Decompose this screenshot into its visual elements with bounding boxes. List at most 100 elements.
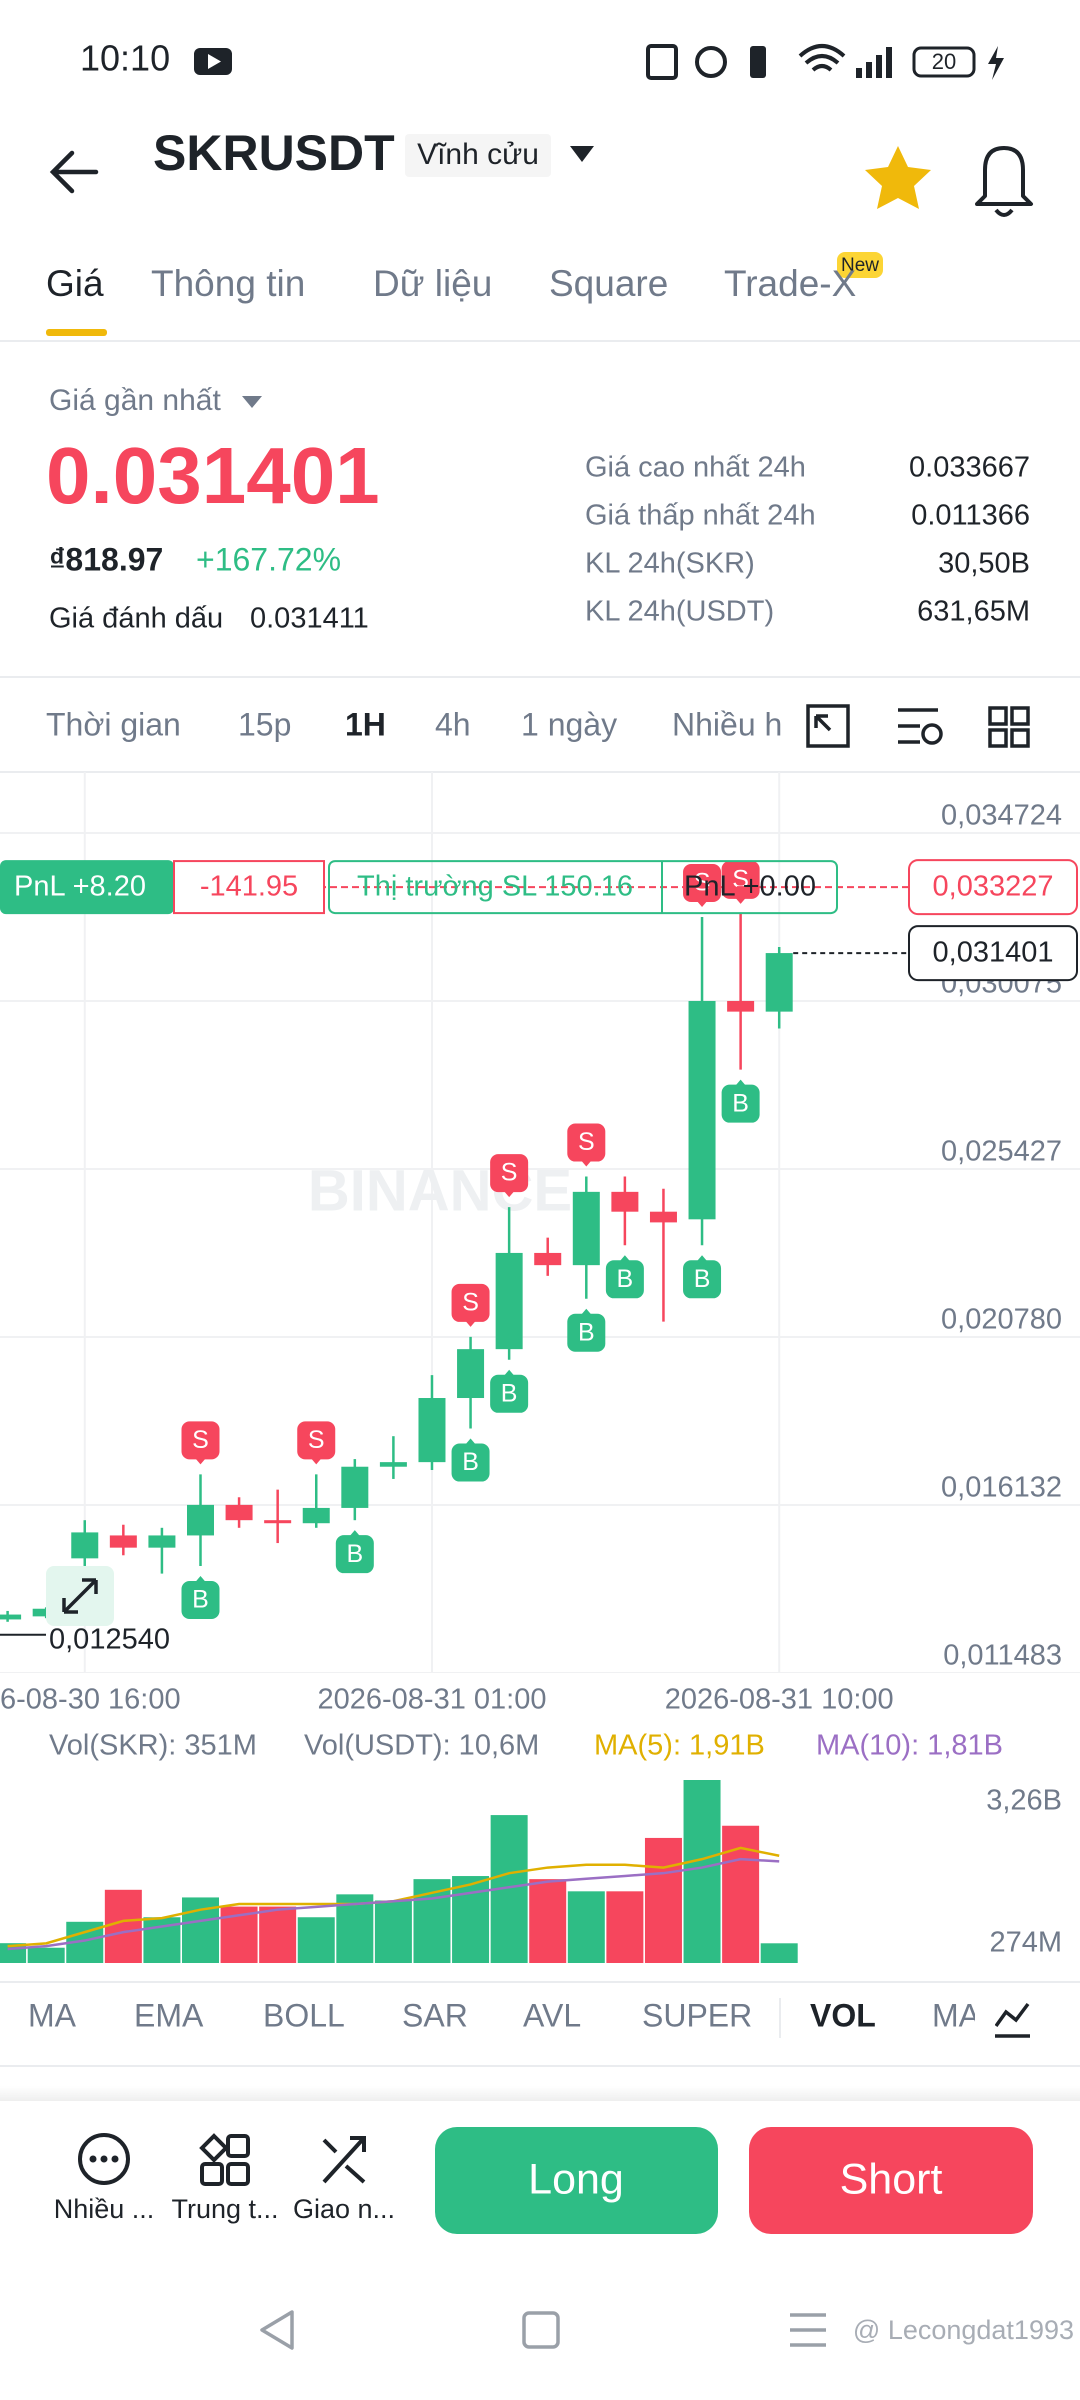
- candle-body: [457, 1349, 485, 1399]
- sell-marker: [567, 1123, 606, 1162]
- short-button[interactable]: [749, 2127, 1033, 2234]
- panel-shadow: [0, 2086, 1080, 2102]
- y-tick-label: 0,025427: [941, 1136, 1062, 1168]
- indicator[interactable]: MA: [932, 1997, 981, 2033]
- back-button[interactable]: [49, 150, 99, 194]
- fiat-price: ₫818.97: [49, 541, 163, 577]
- indicator[interactable]: MA: [28, 1997, 77, 2033]
- candle-body: [148, 1535, 176, 1548]
- candle-body: [0, 1614, 22, 1620]
- contract-tag[interactable]: [405, 134, 551, 177]
- divider: [0, 340, 1080, 342]
- buy-marker: [567, 1313, 606, 1352]
- candle-body: [495, 1252, 523, 1350]
- volume-bar: [452, 1876, 490, 1963]
- pnl-pill[interactable]: [0, 860, 174, 915]
- tab-indicator: [46, 329, 107, 336]
- interval[interactable]: Thời gian: [46, 706, 181, 742]
- candle-body: [225, 1504, 253, 1521]
- stat-label: Giá thấp nhất 24h: [585, 500, 816, 532]
- fullscreen-icon[interactable]: [806, 704, 850, 748]
- chart-overlay: 0,0347240,0300750,0254270,0207800,016132…: [0, 800, 1078, 1716]
- volume-legend: MA(10): 1,81B: [816, 1730, 1003, 1762]
- price-label: Giá gần nhất: [49, 384, 221, 417]
- tab[interactable]: Thông tin: [151, 263, 305, 304]
- sell-marker: [181, 1421, 220, 1460]
- action-label[interactable]: Giao n...: [293, 2194, 395, 2224]
- sell-marker: [451, 1283, 490, 1322]
- indicator[interactable]: SUPER: [642, 1997, 752, 2033]
- action-label[interactable]: Trung t...: [171, 2194, 278, 2224]
- battery-level: 20: [932, 49, 956, 74]
- marker-label: B: [732, 1089, 749, 1117]
- indicator-settings[interactable]: [990, 2000, 1030, 2038]
- candle-body: [649, 1211, 677, 1223]
- marker-label: S: [578, 1128, 595, 1156]
- nav-home[interactable]: [522, 2311, 560, 2349]
- contract-type: Vĩnh cửu: [417, 138, 539, 171]
- position-amount-box[interactable]: [173, 860, 325, 915]
- more-icon[interactable]: [78, 2133, 130, 2185]
- stop-order-text: Thị trường SL 150.16: [357, 871, 633, 903]
- volume-bar: [297, 1917, 335, 1963]
- pnl-text: PnL +8.20: [14, 871, 146, 903]
- chart-settings-icon[interactable]: [898, 708, 938, 744]
- interval[interactable]: Nhiều h: [672, 706, 782, 742]
- favorite-star[interactable]: [865, 146, 931, 209]
- last-price-tag: [908, 925, 1078, 982]
- action-label[interactable]: Nhiều ...: [54, 2194, 155, 2224]
- volume-legend: MA(5): 1,91B: [594, 1730, 765, 1762]
- candle-body: [187, 1504, 214, 1536]
- marker-label: B: [346, 1540, 363, 1568]
- tab[interactable]: Dữ liệu: [373, 263, 492, 304]
- mark-price: 0.031411: [250, 603, 369, 635]
- sell-marker: [683, 863, 722, 902]
- nav-back[interactable]: [260, 2310, 294, 2350]
- sell-marker: [721, 860, 760, 899]
- buy-marker: [181, 1580, 220, 1619]
- candle-body: [109, 1535, 137, 1548]
- volume-tick-label: 3,26B: [986, 1785, 1062, 1817]
- indicator[interactable]: EMA: [134, 1997, 204, 2033]
- indicator-separator: [779, 1998, 781, 2038]
- layout-icon[interactable]: [988, 706, 1030, 748]
- tab[interactable]: Giá: [46, 263, 104, 304]
- sell-marker: [490, 1154, 529, 1193]
- candle-body: [572, 1191, 600, 1266]
- candle-body: [727, 1000, 755, 1012]
- stop-order-box[interactable]: [328, 860, 838, 915]
- long-button[interactable]: [435, 2127, 718, 2234]
- indicator[interactable]: BOLL: [263, 1997, 345, 2033]
- volume-bar: [644, 1837, 682, 1963]
- interval[interactable]: 15p: [238, 706, 291, 742]
- price-type-dropdown[interactable]: [242, 396, 262, 408]
- tab[interactable]: Square: [549, 263, 668, 304]
- nav-menu[interactable]: [790, 2313, 826, 2347]
- alert-bell[interactable]: [975, 146, 1033, 217]
- chart-settings-gear: [921, 723, 943, 745]
- stat-label: KL 24h(SKR): [585, 548, 755, 580]
- marker-label: S: [308, 1426, 325, 1454]
- interval[interactable]: 1 ngày: [521, 706, 617, 742]
- symbol-dropdown[interactable]: [570, 146, 594, 162]
- ma10-line: [7, 1857, 780, 1951]
- trade-icon[interactable]: [322, 2136, 366, 2184]
- interval[interactable]: 4h: [435, 706, 471, 742]
- indicator[interactable]: VOL: [810, 1997, 876, 2033]
- interval[interactable]: 1H: [345, 706, 386, 742]
- tab[interactable]: Trade-X: [724, 263, 856, 304]
- indicator[interactable]: AVL: [523, 1997, 581, 2033]
- center-icon[interactable]: [199, 2133, 250, 2186]
- symbol: SKRUSDT: [153, 125, 395, 181]
- mark-price-label: Giá đánh dấu: [49, 603, 223, 635]
- indicator[interactable]: SAR: [402, 1997, 468, 2033]
- alarm-icon: [695, 46, 727, 78]
- y-tick-label: 0,011483: [943, 1640, 1062, 1672]
- candle-body: [379, 1462, 407, 1467]
- buy-marker: [451, 1443, 490, 1482]
- marker-label: B: [694, 1265, 711, 1293]
